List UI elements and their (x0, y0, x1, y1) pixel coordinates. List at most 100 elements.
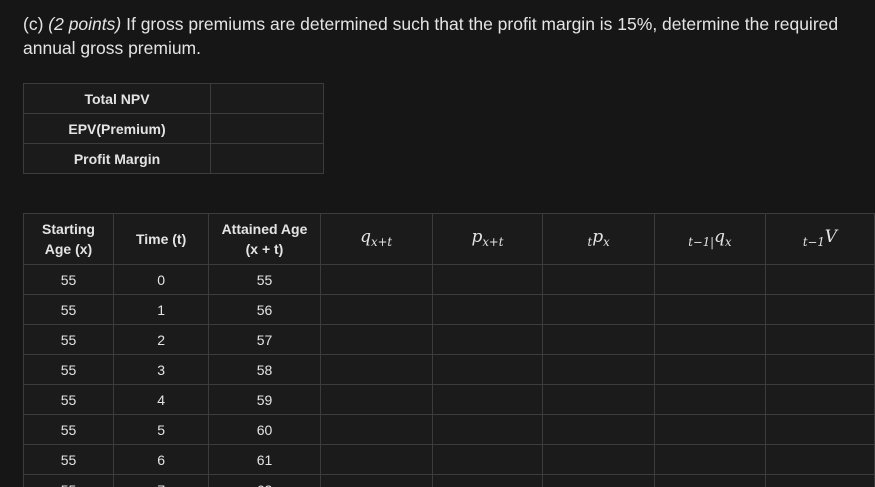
profit-margin-label: Profit Margin (23, 143, 211, 174)
header-starting-age: Starting Age (x) (23, 213, 114, 265)
tpx-cell[interactable] (542, 354, 655, 385)
reserve-cell[interactable] (765, 354, 875, 385)
epv-premium-input-cell[interactable] (210, 113, 324, 144)
tpx-presubscript: t (587, 234, 593, 249)
reserve-symbol: V (824, 226, 838, 247)
attained-age-cell: 58 (208, 354, 321, 385)
q-cell[interactable] (319, 324, 433, 355)
q-cell[interactable] (319, 294, 433, 325)
reserve-cell[interactable] (765, 264, 875, 295)
header-q: qx+t (319, 213, 433, 265)
reserve-cell[interactable] (765, 324, 875, 355)
reserve-cell[interactable] (765, 444, 875, 475)
total-npv-input-cell[interactable] (210, 83, 324, 114)
header-time: Time (t) (112, 213, 210, 265)
npv-summary-table: Total NPV EPV(Premium) Profit Margin (23, 83, 324, 174)
p-subscript: x+t (482, 234, 504, 249)
question-label: (c) (23, 14, 44, 34)
table-row: Total NPV (23, 83, 324, 114)
epv-premium-label: EPV(Premium) (23, 113, 211, 144)
deferred-q-cell[interactable] (653, 324, 767, 355)
starting-age-cell: 55 (23, 354, 114, 385)
time-cell: 5 (112, 414, 210, 445)
header-p: px+t (431, 213, 544, 265)
tpx-cell[interactable] (542, 384, 655, 415)
table-row: 55 3 58 (23, 354, 875, 385)
q-cell[interactable] (319, 474, 433, 487)
attained-age-cell: 59 (208, 384, 321, 415)
attained-age-cell: 62 (208, 474, 321, 487)
q-cell[interactable] (319, 354, 433, 385)
header-starting-age-line2: Age (x) (44, 241, 93, 257)
reserve-cell[interactable] (765, 414, 875, 445)
deferred-q-cell[interactable] (653, 384, 767, 415)
deferred-q-cell[interactable] (653, 354, 767, 385)
attained-age-cell: 55 (208, 264, 321, 295)
p-cell[interactable] (431, 444, 544, 475)
starting-age-cell: 55 (23, 264, 114, 295)
header-deferred-q: t−1|qx (653, 213, 767, 265)
q-cell[interactable] (319, 414, 433, 445)
tpx-cell[interactable] (542, 474, 655, 487)
header-tpx: tpx (542, 213, 655, 265)
q-cell[interactable] (319, 444, 433, 475)
tpx-subscript: x (603, 234, 610, 249)
question-text: (c) (2 points) If gross premiums are det… (23, 12, 853, 60)
life-table-body: 5505555156552575535855459555605566155762 (23, 264, 875, 487)
tpx-symbol: p (592, 226, 604, 247)
tpx-cell[interactable] (542, 444, 655, 475)
table-row: EPV(Premium) (23, 113, 324, 144)
q-cell[interactable] (319, 384, 433, 415)
p-cell[interactable] (431, 474, 544, 487)
tpx-cell[interactable] (542, 324, 655, 355)
profit-margin-input-cell[interactable] (210, 143, 324, 174)
p-cell[interactable] (431, 414, 544, 445)
tpx-cell[interactable] (542, 294, 655, 325)
table-row: 55 2 57 (23, 324, 875, 355)
header-attained-age-line2: (x + t) (245, 241, 284, 257)
deferred-q-cell[interactable] (653, 474, 767, 487)
deferred-q-cell[interactable] (653, 264, 767, 295)
deferred-q-cell[interactable] (653, 414, 767, 445)
table-row: 55 0 55 (23, 264, 875, 295)
header-attained-age-line1: Attained Age (221, 221, 308, 237)
reserve-cell[interactable] (765, 474, 875, 487)
deferred-q-presubscript: t−1| (688, 234, 715, 249)
p-cell[interactable] (431, 294, 544, 325)
starting-age-cell: 55 (23, 414, 114, 445)
attained-age-cell: 56 (208, 294, 321, 325)
table-row: Profit Margin (23, 143, 324, 174)
attained-age-cell: 61 (208, 444, 321, 475)
header-starting-age-line1: Starting (42, 221, 95, 237)
starting-age-cell: 55 (23, 444, 114, 475)
deferred-q-symbol: q (714, 226, 725, 247)
time-cell: 0 (112, 264, 210, 295)
time-cell: 7 (112, 474, 210, 487)
total-npv-label: Total NPV (23, 83, 211, 114)
p-cell[interactable] (431, 324, 544, 355)
table-row: 55762 (23, 474, 875, 487)
question-body: If gross premiums are determined such th… (23, 14, 839, 58)
deferred-q-cell[interactable] (653, 444, 767, 475)
table-header-row: Starting Age (x) Time (t) Attained Age (… (23, 213, 875, 265)
q-symbol: q (360, 226, 372, 247)
p-cell[interactable] (431, 384, 544, 415)
tpx-cell[interactable] (542, 414, 655, 445)
time-cell: 1 (112, 294, 210, 325)
q-cell[interactable] (319, 264, 433, 295)
p-cell[interactable] (431, 354, 544, 385)
time-cell: 3 (112, 354, 210, 385)
p-cell[interactable] (431, 264, 544, 295)
starting-age-cell: 55 (23, 294, 114, 325)
tpx-cell[interactable] (542, 264, 655, 295)
q-subscript: x+t (371, 234, 393, 249)
starting-age-cell: 55 (23, 474, 114, 487)
attained-age-cell: 60 (208, 414, 321, 445)
reserve-cell[interactable] (765, 384, 875, 415)
deferred-q-cell[interactable] (653, 294, 767, 325)
attained-age-cell: 57 (208, 324, 321, 355)
deferred-q-subscript: x (724, 234, 732, 249)
reserve-presubscript: t−1 (802, 234, 825, 249)
reserve-cell[interactable] (765, 294, 875, 325)
